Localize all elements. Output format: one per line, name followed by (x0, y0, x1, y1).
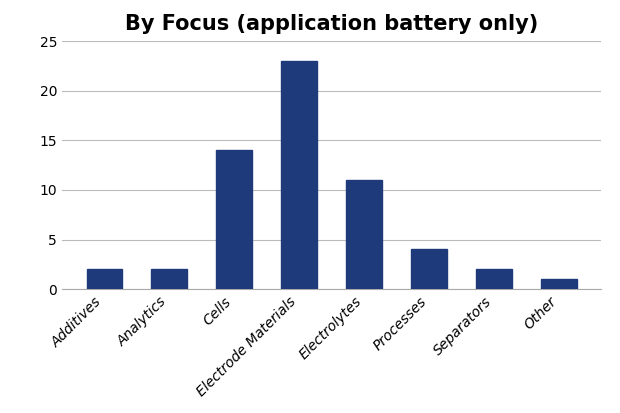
Bar (281, 61, 317, 289)
Bar (541, 279, 577, 289)
Bar (411, 249, 447, 289)
Bar (347, 180, 382, 289)
Bar (151, 269, 187, 289)
Bar (87, 269, 122, 289)
Title: By Focus (application battery only): By Focus (application battery only) (125, 14, 538, 34)
Bar (476, 269, 512, 289)
Bar (216, 150, 252, 289)
